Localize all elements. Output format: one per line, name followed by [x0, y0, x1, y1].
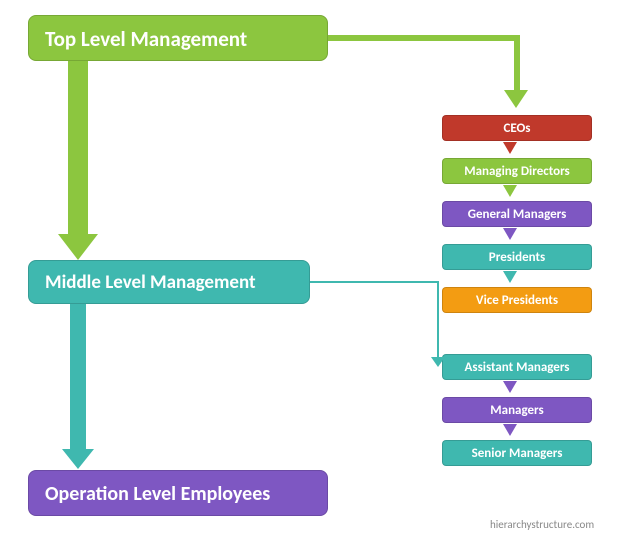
arrow-shaft [68, 61, 88, 234]
main-node-label: Top Level Management [45, 26, 247, 52]
small-arrow-icon [503, 381, 517, 393]
side-node: Managing Directors [442, 158, 592, 184]
connector-head-icon [504, 90, 528, 108]
arrow-shaft [70, 304, 86, 449]
side-node: General Managers [442, 201, 592, 227]
small-arrow-icon [503, 228, 517, 240]
arrow-head-icon [62, 449, 94, 469]
side-node: Managers [442, 397, 592, 423]
side-node: Assistant Managers [442, 354, 592, 380]
small-arrow-icon [503, 142, 517, 154]
side-node-label: General Managers [468, 207, 567, 222]
side-node: CEOs [442, 115, 592, 141]
small-arrow-icon [503, 185, 517, 197]
main-node-label: Middle Level Management [45, 271, 256, 294]
side-node-label: Senior Managers [472, 446, 563, 461]
side-node-label: Vice Presidents [476, 293, 558, 308]
connector-h [328, 35, 520, 41]
main-node-ops: Operation Level Employees [28, 470, 328, 516]
connector-h [310, 281, 439, 283]
side-node-label: Assistant Managers [465, 360, 570, 375]
side-node-label: Presidents [489, 250, 545, 265]
connector-v [437, 282, 439, 357]
main-node-label: Operation Level Employees [45, 482, 270, 506]
side-node: Presidents [442, 244, 592, 270]
watermark-text: hierarchystructure.com [490, 518, 594, 531]
side-node-label: CEOs [504, 121, 531, 136]
side-node-label: Managers [490, 403, 543, 418]
watermark: hierarchystructure.com [490, 518, 594, 531]
main-node-middle: Middle Level Management [28, 260, 310, 304]
side-node-label: Managing Directors [464, 164, 569, 179]
small-arrow-icon [503, 424, 517, 436]
side-node: Senior Managers [442, 440, 592, 466]
main-node-top: Top Level Management [28, 15, 328, 61]
small-arrow-icon [503, 271, 517, 283]
side-node: Vice Presidents [442, 287, 592, 313]
arrow-head-icon [58, 234, 98, 260]
connector-head-icon [431, 357, 445, 367]
connector-v [514, 38, 520, 90]
